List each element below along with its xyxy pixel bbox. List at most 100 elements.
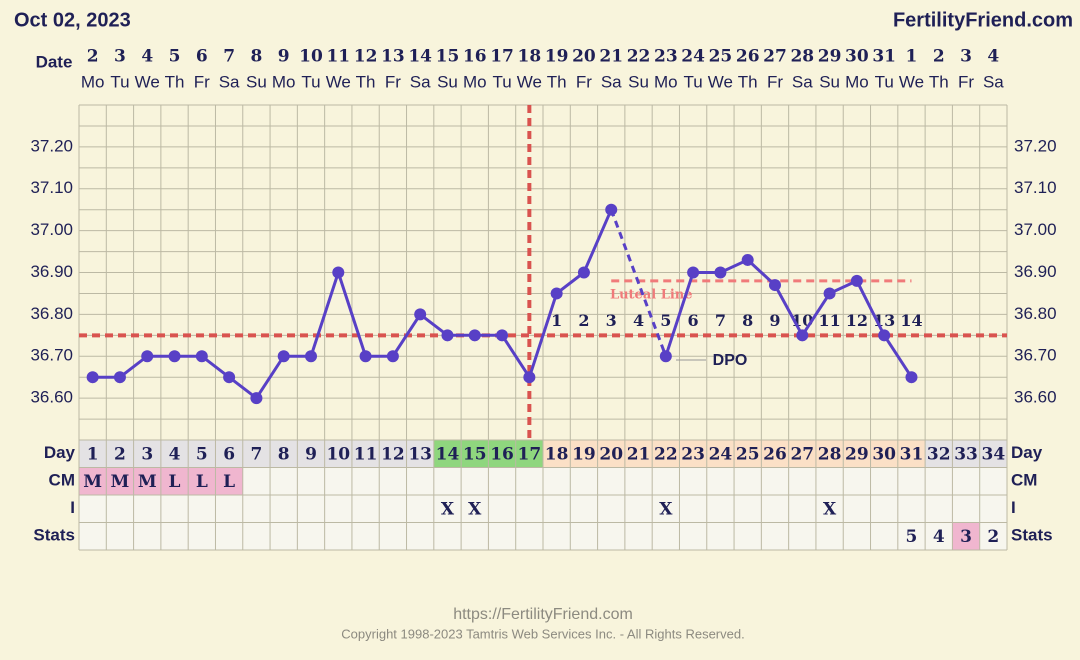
- chart-title: Oct 02, 2023: [14, 9, 131, 31]
- days-cell-label: 23: [681, 444, 705, 464]
- days-cell-label: 16: [490, 444, 514, 464]
- weekday-label: Th: [929, 72, 949, 91]
- date-label: 31: [872, 47, 896, 67]
- cm-cell-label: M: [83, 472, 102, 492]
- dpo-label: 7: [715, 311, 726, 330]
- cm-cell: [188, 467, 216, 495]
- y-tick-label: 37.10: [30, 178, 73, 197]
- day-cell: [979, 440, 1007, 468]
- days-cell-label: 4: [169, 444, 181, 464]
- weekday-label: Fr: [385, 72, 401, 91]
- days-cell-label: 29: [845, 444, 869, 464]
- temperature-point: [687, 266, 700, 279]
- cm-cell: [160, 467, 189, 495]
- cm-cell-label: L: [223, 472, 235, 492]
- days-cell-label: 25: [736, 444, 760, 464]
- gap-connector: [609, 209, 668, 357]
- days-cell-label: 6: [223, 444, 235, 464]
- weekday-label: We: [517, 72, 542, 91]
- date-label: 2: [933, 47, 945, 67]
- day-cell: [215, 440, 243, 468]
- days-cell-label: 22: [654, 444, 678, 464]
- temperature-point: [141, 350, 154, 363]
- date-label: 17: [490, 47, 514, 67]
- y-tick-label: 36.60: [1014, 388, 1057, 407]
- y-tick-label: 36.80: [1014, 304, 1057, 323]
- temperature-point: [550, 287, 563, 300]
- cm-cell-label: M: [111, 472, 130, 492]
- weekday-label: Su: [628, 72, 649, 91]
- weekday-label: Tu: [492, 72, 511, 91]
- y-tick-label: 37.00: [30, 220, 73, 239]
- day-cell: [160, 440, 189, 468]
- cm-cell: [79, 467, 107, 495]
- day-cell: [515, 440, 543, 468]
- row-label: CM: [49, 471, 75, 490]
- date-label: 24: [681, 47, 705, 67]
- temperature-point: [359, 350, 372, 363]
- row-label: Stats: [1011, 526, 1053, 545]
- date-label: 20: [572, 47, 596, 67]
- days-cell-label: 9: [305, 444, 317, 464]
- weekday-label: Tu: [684, 72, 703, 91]
- dpo-label: 14: [900, 311, 922, 330]
- day-cell: [488, 440, 516, 468]
- footer-copyright: Copyright 1998-2023 Tamtris Web Services…: [341, 626, 744, 641]
- days-cell-label: 31: [900, 444, 924, 464]
- dpo-title: DPO: [713, 352, 748, 369]
- days-cell-label: 11: [354, 444, 378, 464]
- temperature-point: [496, 329, 509, 342]
- temperature-point: [113, 371, 126, 384]
- dpo-label: 12: [846, 311, 868, 330]
- days-cell-label: 27: [790, 444, 814, 464]
- days-cell-label: 2: [114, 444, 126, 464]
- date-label: 19: [545, 47, 569, 67]
- temperature-point: [386, 350, 399, 363]
- days-cell-label: 30: [872, 444, 896, 464]
- dpo-label: 9: [769, 311, 780, 330]
- stats-cell-label: 4: [933, 527, 945, 547]
- days-cell-label: 21: [627, 444, 651, 464]
- day-cell: [815, 440, 844, 468]
- weekday-label: Mo: [654, 72, 678, 91]
- date-label: 4: [141, 47, 153, 67]
- weekday-label: Th: [165, 72, 185, 91]
- weekday-label: We: [326, 72, 351, 91]
- day-cell: [188, 440, 216, 468]
- days-cell-label: 19: [572, 444, 596, 464]
- dpo-label: 4: [633, 311, 644, 330]
- temperature-point: [714, 266, 727, 279]
- luteal-label: Luteal Line: [610, 287, 693, 302]
- y-tick-label: 37.20: [30, 136, 73, 155]
- weekday-label: Sa: [601, 72, 622, 91]
- y-tick-label: 37.20: [1014, 136, 1057, 155]
- day-cell: [706, 440, 735, 468]
- cm-cell-label: M: [138, 472, 157, 492]
- brand[interactable]: FertilityFriend.com: [893, 9, 1073, 31]
- date-label: 3: [114, 47, 126, 67]
- weekday-label: Sa: [792, 72, 813, 91]
- stats-cell-label: 3: [960, 527, 972, 547]
- day-cell: [242, 440, 271, 468]
- footer-url[interactable]: https://FertilityFriend.com: [453, 606, 633, 623]
- dpo-label: 5: [660, 311, 671, 330]
- y-tick-label: 37.00: [1014, 220, 1057, 239]
- dpo-label: 2: [578, 311, 589, 330]
- weekday-label: Tu: [301, 72, 320, 91]
- weekday-label: Th: [547, 72, 567, 91]
- date-label: 11: [326, 47, 350, 67]
- weekday-label: Su: [437, 72, 458, 91]
- stats-cell: [952, 522, 980, 550]
- date-label: 25: [709, 47, 733, 67]
- weekday-label: Th: [356, 72, 376, 91]
- dpo-label: 11: [818, 311, 840, 330]
- y-tick-label: 36.60: [30, 388, 73, 407]
- days-cell-label: 18: [545, 444, 569, 464]
- day-cell: [679, 440, 707, 468]
- day-cell: [461, 440, 489, 468]
- intercourse-cell-label: X: [468, 499, 482, 519]
- row-label: CM: [1011, 471, 1037, 490]
- temperature-point: [823, 287, 836, 300]
- day-cell: [351, 440, 380, 468]
